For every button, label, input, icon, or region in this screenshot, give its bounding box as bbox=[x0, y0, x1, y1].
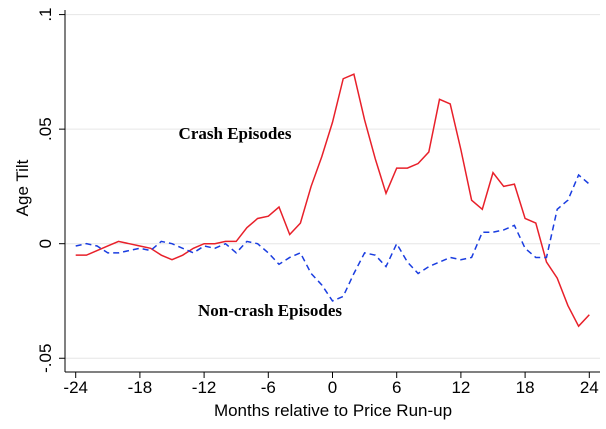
x-tick-label: 6 bbox=[392, 378, 401, 397]
annotation: Non-crash Episodes bbox=[198, 301, 342, 320]
x-axis-label: Months relative to Price Run-up bbox=[214, 401, 452, 420]
x-tick-label: -6 bbox=[261, 378, 276, 397]
y-tick-label: -.05 bbox=[36, 344, 55, 373]
series-line bbox=[75, 173, 590, 302]
x-tick-label: -24 bbox=[63, 378, 88, 397]
y-axis-label: Age Tilt bbox=[13, 159, 32, 216]
y-tick-label: 0 bbox=[36, 239, 55, 248]
x-tick-label: -18 bbox=[128, 378, 153, 397]
series-line bbox=[75, 73, 590, 328]
annotation: Crash Episodes bbox=[179, 124, 292, 143]
y-tick-label: .1 bbox=[36, 7, 55, 21]
x-tick-label: -12 bbox=[192, 378, 217, 397]
x-tick-label: 18 bbox=[516, 378, 535, 397]
x-tick-label: 0 bbox=[328, 378, 337, 397]
x-tick-label: 24 bbox=[580, 378, 599, 397]
x-tick-label: 12 bbox=[451, 378, 470, 397]
y-tick-label: .05 bbox=[36, 117, 55, 141]
